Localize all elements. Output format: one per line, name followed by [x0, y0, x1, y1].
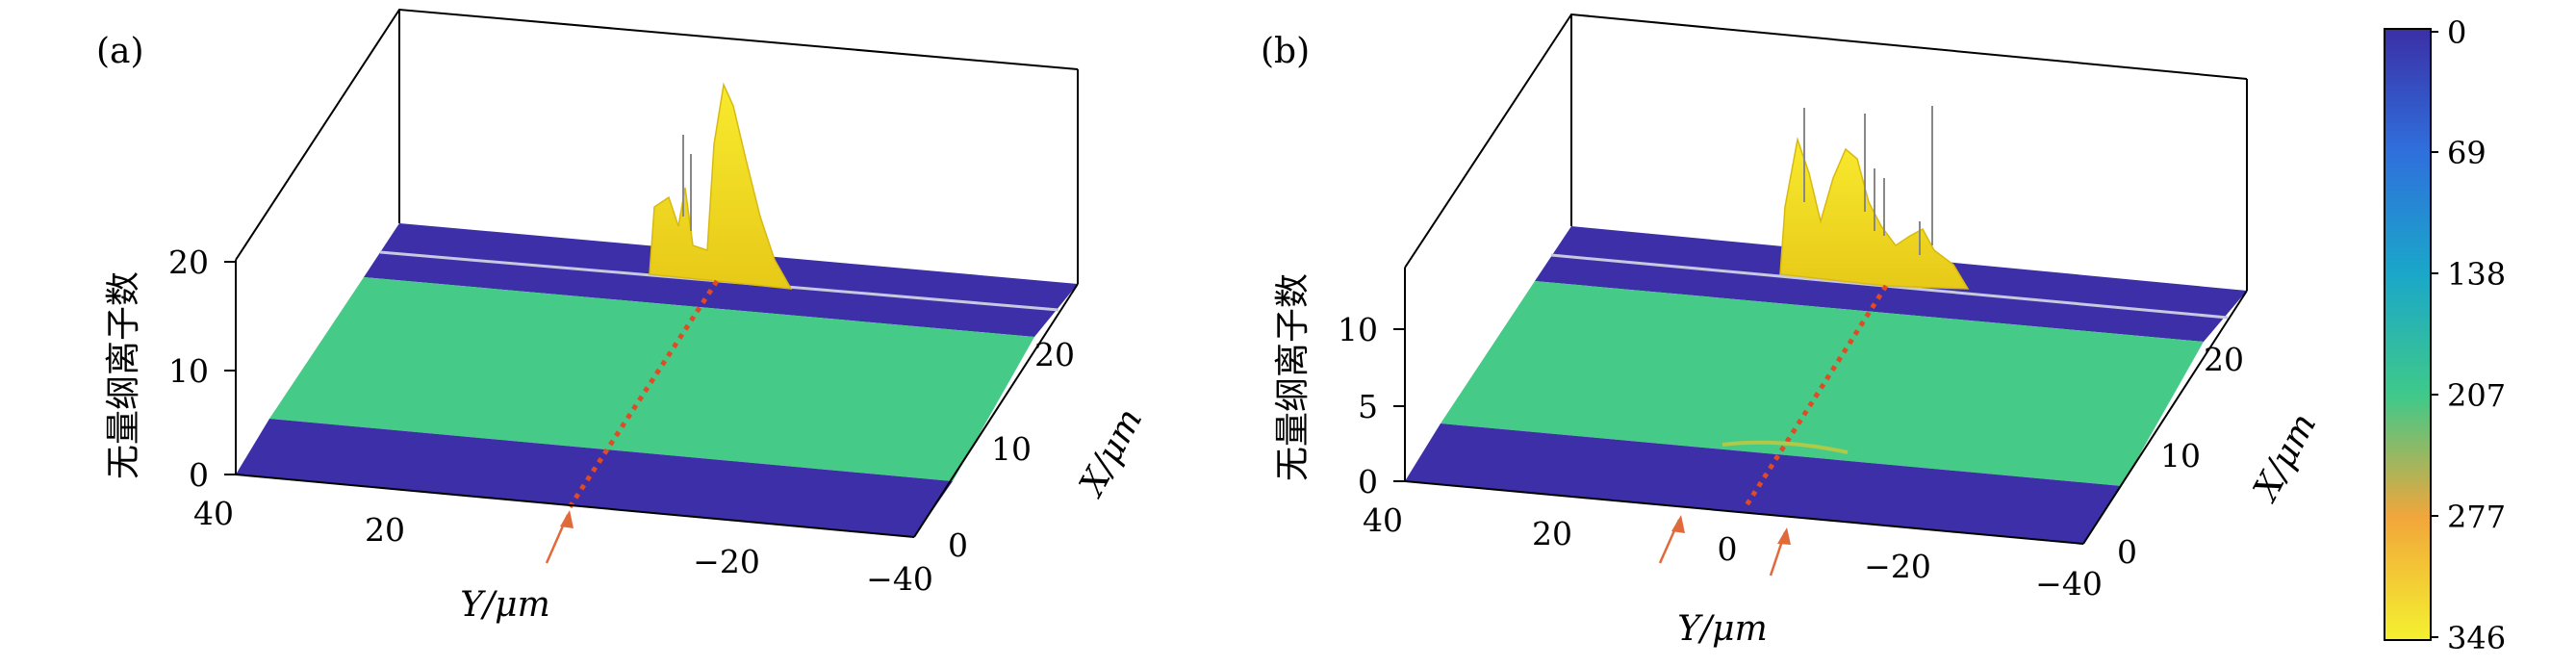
y-axis-label-a: Y/μm	[460, 585, 549, 625]
y-axis-b	[1404, 480, 2084, 545]
y-tick-a-0: 40	[193, 495, 234, 532]
colorbar-tick-4: 277	[2447, 499, 2506, 535]
colorbar: 0 69 138 207 277 346	[2384, 14, 2506, 656]
colorbar-tick-2: 138	[2447, 256, 2506, 293]
y-tick-a-3: −40	[866, 560, 933, 598]
y-tick-a-2: −20	[693, 543, 760, 580]
z-axis-label-a: 无量纲离子数	[104, 271, 143, 479]
colorbar-tick-0: 0	[2447, 14, 2466, 51]
colorbar-ticks: 0 69 138 207 277 346	[2431, 14, 2506, 656]
marker-line-a	[565, 279, 720, 512]
z-tick-b-2: 10	[1338, 311, 1378, 348]
y-tick-b-0: 40	[1363, 501, 1403, 539]
marker-line-b	[1744, 284, 1889, 507]
x-tick-a-1: 10	[991, 430, 1032, 468]
x-ticks-a: 0 10 20	[948, 336, 1075, 564]
panel-a: (a) 0 10 20 无量纲离子	[96, 8, 1150, 625]
arrow-b1	[1658, 515, 1685, 564]
x-ticks-b: 0 10 20	[2117, 341, 2244, 571]
colorbar-tick-1: 69	[2447, 135, 2487, 171]
arrow-b2	[1769, 527, 1791, 577]
band-near-b	[1405, 423, 2122, 544]
z-axis-label-b: 无量纲离子数	[1273, 273, 1313, 481]
y-tick-b-1: 20	[1532, 515, 1572, 552]
y-tick-b-3: −20	[1864, 548, 1931, 585]
z-tick-a-1: 10	[168, 352, 209, 390]
x-axis-a	[913, 283, 1079, 538]
y-tick-b-2: 0	[1718, 530, 1738, 568]
panel-b: (b) 0	[1261, 13, 2324, 649]
x-tick-a-2: 20	[1034, 336, 1075, 373]
z-ticks-b: 0 5 10	[1338, 311, 1405, 500]
low-bump-b	[1722, 440, 1849, 454]
x-tick-b-2: 20	[2204, 341, 2244, 378]
arrow-head-b1	[1671, 515, 1685, 533]
x-tick-b-1: 10	[2160, 437, 2201, 475]
arrow-head-b2	[1777, 527, 1791, 545]
colorbar-gradient	[2384, 28, 2432, 641]
x-axis-label-b: X/μm	[2245, 407, 2324, 509]
band-near-a	[236, 419, 953, 537]
y-tick-a-1: 20	[365, 511, 405, 549]
z-tick-b-0: 0	[1358, 463, 1378, 500]
y-axis-a	[235, 474, 915, 538]
peaks-b	[1779, 106, 1970, 290]
panel-label-a: (a)	[96, 32, 144, 71]
z-tick-a-2: 20	[168, 244, 209, 281]
peak-surface-a	[649, 82, 793, 290]
x-tick-b-0: 0	[2117, 533, 2137, 571]
z-tick-b-1: 5	[1358, 388, 1378, 425]
y-axis-label-b: Y/μm	[1677, 609, 1767, 649]
y-ticks-a: 40 20 −20 −40	[193, 495, 933, 598]
x-axis-label-a: X/μm	[1071, 402, 1150, 504]
y-ticks-b: 40 20 0 −20 −40	[1363, 501, 2103, 603]
x-tick-a-0: 0	[948, 526, 968, 564]
y-tick-b-4: −40	[2035, 565, 2103, 603]
arrow-a	[545, 510, 574, 564]
arrow-head-a	[560, 510, 574, 528]
z-ticks-a: 0 10 20	[168, 244, 236, 494]
colorbar-tick-3: 207	[2447, 377, 2506, 414]
colorbar-tick-5: 346	[2447, 620, 2506, 656]
z-tick-a-0: 0	[189, 456, 209, 494]
peaks-a	[649, 82, 793, 290]
panel-label-b: (b)	[1261, 32, 1310, 71]
x-axis-b	[2082, 290, 2248, 545]
